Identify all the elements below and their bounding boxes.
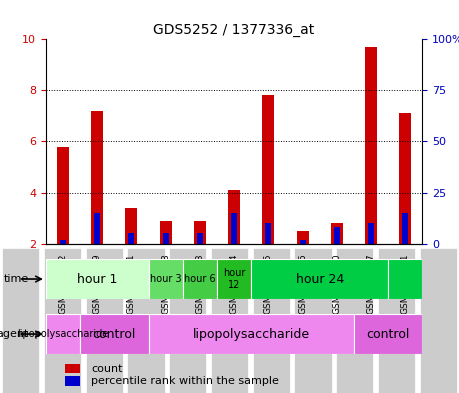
Bar — [300, 240, 306, 244]
Text: control: control — [366, 327, 410, 341]
Bar — [129, 233, 134, 244]
Bar — [57, 147, 69, 244]
Bar — [231, 213, 237, 244]
Bar — [65, 364, 80, 373]
Bar — [334, 227, 340, 244]
Bar — [354, 314, 422, 354]
Bar — [402, 213, 408, 244]
Text: control: control — [93, 327, 136, 341]
Bar — [162, 233, 168, 244]
Bar — [388, 259, 422, 299]
Text: hour 6: hour 6 — [184, 274, 216, 284]
Bar — [251, 259, 388, 299]
Bar — [197, 233, 203, 244]
Bar — [331, 223, 343, 244]
Bar — [217, 259, 251, 299]
Bar — [149, 314, 354, 354]
Bar — [60, 240, 66, 244]
Bar — [65, 376, 80, 386]
Bar — [228, 190, 240, 244]
Text: count: count — [91, 364, 123, 374]
Bar — [80, 314, 149, 354]
Title: GDS5252 / 1377336_at: GDS5252 / 1377336_at — [153, 23, 315, 37]
Bar — [91, 111, 103, 244]
Bar — [149, 259, 183, 299]
Text: hour
12: hour 12 — [223, 268, 245, 290]
Text: hour 1: hour 1 — [77, 272, 118, 286]
Text: agent: agent — [0, 329, 29, 339]
Text: hour 24: hour 24 — [296, 272, 344, 286]
Bar — [297, 231, 308, 244]
Bar — [365, 47, 377, 244]
Bar — [94, 213, 100, 244]
Bar — [263, 95, 274, 244]
Text: lipopolysaccharide: lipopolysaccharide — [193, 327, 310, 341]
Bar — [368, 223, 374, 244]
Bar — [46, 259, 149, 299]
Text: hour 3: hour 3 — [150, 274, 181, 284]
Bar — [125, 208, 137, 244]
Text: time: time — [4, 274, 29, 284]
Bar — [160, 220, 172, 244]
Bar — [46, 314, 80, 354]
Bar — [399, 113, 411, 244]
Bar — [183, 259, 217, 299]
Bar — [194, 220, 206, 244]
Text: percentile rank within the sample: percentile rank within the sample — [91, 376, 279, 386]
Bar — [265, 223, 271, 244]
Text: lipopolysaccharide: lipopolysaccharide — [17, 329, 109, 339]
